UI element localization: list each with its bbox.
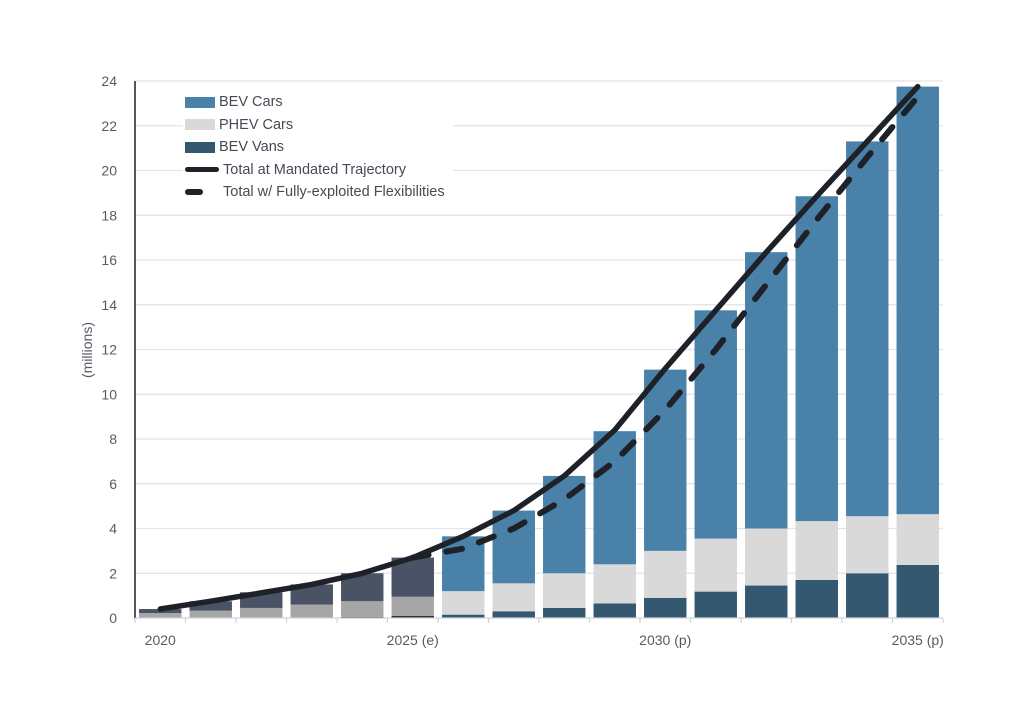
lines [157,83,921,612]
bar-bev-vans-2031 [694,591,737,618]
y-tick-label: 20 [101,163,117,179]
bar-bev-vans-2033 [795,579,838,618]
bar-bev-cars-2035 [896,86,939,515]
legend-item-phev-cars: PHEV Cars [185,114,445,137]
bar-phev-cars-2033 [795,521,838,580]
legend-label: BEV Cars [219,94,283,111]
bar-bev-cars-2031 [694,310,737,539]
bar-bev-vans-2035 [896,564,939,618]
bar-phev-cars-2026 [442,591,485,615]
bar-bev-cars-2030 [644,369,687,551]
bar-phev-cars-2022 [240,607,283,618]
x-tick-label: 2020 [145,632,176,648]
bar-phev-cars-2031 [694,538,737,592]
y-tick-label: 22 [101,118,117,134]
legend-item-bev-vans: BEV Vans [185,136,445,159]
bar-bev-vans-2029 [593,603,636,618]
legend-label: PHEV Cars [219,116,294,133]
bar-bev-vans-2032 [745,585,788,618]
legend-line-solid [185,167,219,173]
bar-phev-cars-2035 [896,514,939,565]
y-tick-label: 8 [109,431,117,447]
bar-bev-cars-2026 [442,536,485,592]
bar-bev-vans-2026 [442,614,485,618]
bar-bev-cars-2023 [290,584,333,605]
y-tick-label: 6 [109,476,117,492]
bar-phev-cars-2020 [139,613,182,618]
bar-bev-cars-2029 [593,431,636,565]
y-tick-label: 2 [109,565,117,581]
legend-item-bev-cars: BEV Cars [185,91,445,114]
x-tick-label: 2035 (p) [892,632,944,648]
legend-swatch-phev-cars [185,119,215,131]
legend-swatch-bev-vans [185,141,215,153]
legend: BEV Cars PHEV Cars BEV Vans Total at Man… [183,89,453,208]
bar-phev-cars-2025 [391,596,434,616]
line-total-at-mandated-trajectory [157,83,921,612]
bar-phev-cars-2027 [492,583,535,612]
y-tick-label: 16 [101,252,117,268]
legend-label: Total w/ Fully-exploited Flexibilities [223,184,445,201]
bar-phev-cars-2023 [290,604,333,618]
legend-label: BEV Vans [219,139,285,156]
bar-phev-cars-2028 [543,573,586,608]
bar-bev-vans-2025 [391,615,434,618]
bar-bev-cars-2032 [745,252,788,529]
y-tick-label: 14 [101,297,117,313]
bar-bev-vans-2030 [644,597,687,618]
y-tick-label: 0 [109,610,117,626]
bar-bev-cars-2034 [846,141,889,517]
legend-item-flexibilities: Total w/ Fully-exploited Flexibilities [185,181,445,204]
bar-bev-vans-2034 [846,573,889,618]
x-tick-label: 2025 (e) [387,632,439,648]
bar-bev-cars-2021 [189,601,232,611]
bar-bev-cars-2033 [795,196,838,522]
bar-bev-vans-2028 [543,607,586,618]
bar-phev-cars-2024 [341,601,384,617]
x-tick-label: 2030 (p) [639,632,691,648]
bar-phev-cars-2034 [846,516,889,574]
y-tick-label: 18 [101,207,117,223]
bar-phev-cars-2029 [593,564,636,604]
y-axis-label: (millions) [79,322,95,378]
y-tick-label: 12 [101,342,117,358]
y-tick-label: 4 [109,521,117,537]
legend-swatch-bev-cars [185,96,215,108]
y-tick-label: 10 [101,386,117,402]
bar-phev-cars-2032 [745,528,788,586]
legend-line-dashed [185,189,203,196]
legend-item-mandated: Total at Mandated Trajectory [185,159,445,182]
bar-phev-cars-2021 [189,610,232,618]
bar-phev-cars-2030 [644,550,687,598]
y-tick-label: 24 [101,73,117,89]
bar-bev-vans-2027 [492,611,535,618]
bar-bev-cars-2027 [492,510,535,584]
legend-label: Total at Mandated Trajectory [223,161,406,178]
